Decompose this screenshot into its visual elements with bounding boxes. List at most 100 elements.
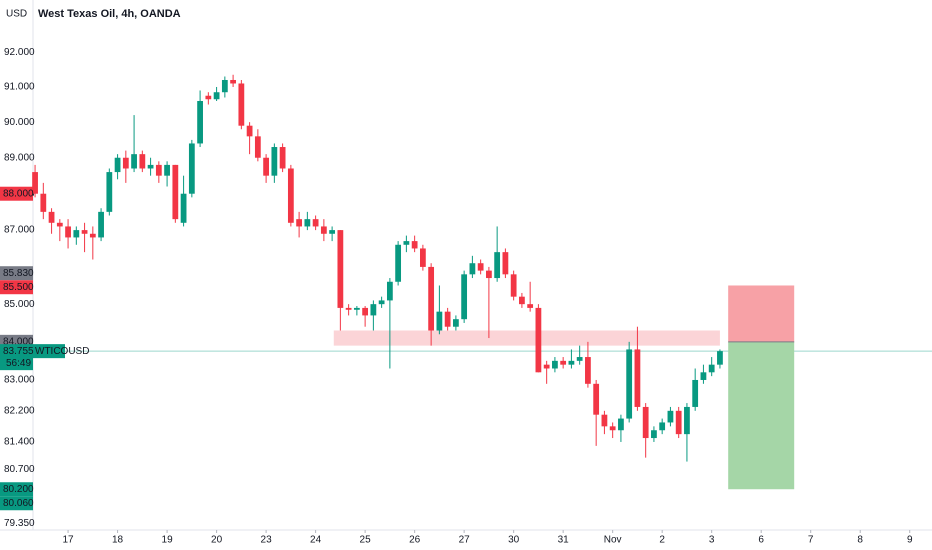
x-tick-label: 23 bbox=[261, 535, 273, 546]
candle-body bbox=[81, 230, 88, 234]
candle-body bbox=[172, 164, 179, 220]
candle-body bbox=[667, 410, 674, 423]
candle-body bbox=[552, 360, 558, 369]
candle-body bbox=[642, 406, 649, 439]
countdown-label: 56:49 bbox=[6, 358, 31, 369]
x-tick-label: 27 bbox=[459, 535, 471, 546]
y-tick-label: 89.000 bbox=[4, 152, 35, 163]
price-label: 84.000 bbox=[3, 336, 34, 347]
candle-body bbox=[329, 230, 336, 234]
candle-body bbox=[230, 79, 236, 84]
candle-body bbox=[122, 157, 129, 169]
price-label-bg bbox=[0, 280, 33, 295]
y-tick-label: 90.000 bbox=[4, 117, 35, 128]
candle-body bbox=[419, 248, 426, 267]
current-price-label: 83.755 bbox=[3, 346, 34, 357]
candle-body bbox=[337, 230, 344, 308]
x-tick-label: 3 bbox=[709, 535, 715, 546]
candle-body bbox=[197, 101, 203, 144]
candle-body bbox=[106, 172, 113, 212]
candle-body bbox=[56, 222, 63, 227]
x-tick-label: 19 bbox=[162, 535, 174, 546]
candle-body bbox=[403, 241, 410, 245]
candle-body bbox=[601, 414, 608, 427]
candle-body bbox=[692, 379, 699, 407]
x-tick-label: 17 bbox=[63, 535, 75, 546]
candle-body bbox=[65, 226, 71, 238]
candle-body bbox=[585, 357, 591, 384]
candle-body bbox=[114, 157, 121, 173]
candle-body bbox=[73, 230, 80, 238]
candle-body bbox=[535, 307, 542, 373]
y-tick-label: 87.000 bbox=[4, 225, 35, 236]
candle-body bbox=[304, 219, 311, 227]
candle-body bbox=[238, 83, 245, 126]
candle-body bbox=[386, 281, 393, 301]
candle-body bbox=[345, 307, 352, 310]
candle-body bbox=[469, 263, 476, 275]
candle-body bbox=[213, 92, 220, 100]
candle-body bbox=[48, 211, 55, 223]
candle-body bbox=[519, 296, 525, 305]
x-tick-label: 30 bbox=[508, 535, 520, 546]
candle-body bbox=[147, 164, 154, 169]
current-price-bg bbox=[0, 344, 33, 371]
candle-body bbox=[634, 349, 641, 407]
y-tick-label: 80.700 bbox=[4, 464, 35, 475]
candle-body bbox=[287, 168, 294, 223]
candle-body bbox=[139, 154, 146, 169]
x-tick-label: Nov bbox=[604, 535, 622, 546]
candle-body bbox=[246, 125, 253, 137]
candle-body bbox=[155, 164, 162, 176]
candle-body bbox=[428, 266, 435, 331]
candle-body bbox=[444, 311, 451, 327]
candle-body bbox=[320, 226, 327, 234]
candle-body bbox=[708, 364, 715, 373]
x-tick-label: 18 bbox=[112, 535, 124, 546]
candle-body bbox=[477, 263, 484, 271]
price-label-bg bbox=[0, 266, 33, 281]
candle-body bbox=[461, 274, 468, 320]
candle-body bbox=[395, 244, 402, 282]
candle-body bbox=[675, 410, 682, 435]
price-label: 80.060 bbox=[3, 498, 34, 509]
candle-body bbox=[205, 95, 212, 100]
candle-body bbox=[593, 383, 600, 415]
candle-body bbox=[89, 233, 96, 238]
candle-body bbox=[378, 300, 385, 305]
currency: USD bbox=[6, 9, 27, 20]
x-tick-label: 24 bbox=[310, 535, 322, 546]
candle-body bbox=[717, 351, 723, 365]
x-tick-label: 9 bbox=[907, 535, 913, 546]
candle-body bbox=[560, 360, 567, 365]
candle-body bbox=[453, 319, 459, 327]
price-label-bg bbox=[0, 496, 33, 511]
candle-body bbox=[370, 304, 377, 316]
price-label: 85.500 bbox=[3, 282, 34, 293]
candle-body bbox=[543, 364, 550, 369]
candle-body bbox=[362, 307, 369, 316]
candle-body bbox=[684, 406, 690, 435]
candle-body bbox=[494, 252, 501, 279]
y-tick-label: 91.000 bbox=[4, 82, 35, 93]
symbol-bg bbox=[33, 344, 65, 359]
candle-body bbox=[436, 311, 443, 331]
candle-body bbox=[568, 360, 575, 365]
candle-body bbox=[188, 143, 195, 194]
candle-body bbox=[131, 154, 137, 169]
candle-body bbox=[98, 211, 104, 238]
stop-area bbox=[728, 285, 795, 342]
price-label: 88.000 bbox=[3, 188, 34, 199]
candle-body bbox=[651, 430, 657, 439]
candle-body bbox=[626, 349, 633, 419]
x-tick-label: 6 bbox=[758, 535, 764, 546]
candle-body bbox=[510, 274, 517, 297]
support-zone bbox=[333, 330, 720, 346]
price-label-bg bbox=[0, 482, 33, 497]
candle-body bbox=[609, 426, 616, 431]
candle-body bbox=[411, 241, 418, 249]
price-label-bg bbox=[0, 186, 33, 201]
x-tick-label: 20 bbox=[211, 535, 223, 546]
y-tick-label: 85.000 bbox=[4, 299, 35, 310]
